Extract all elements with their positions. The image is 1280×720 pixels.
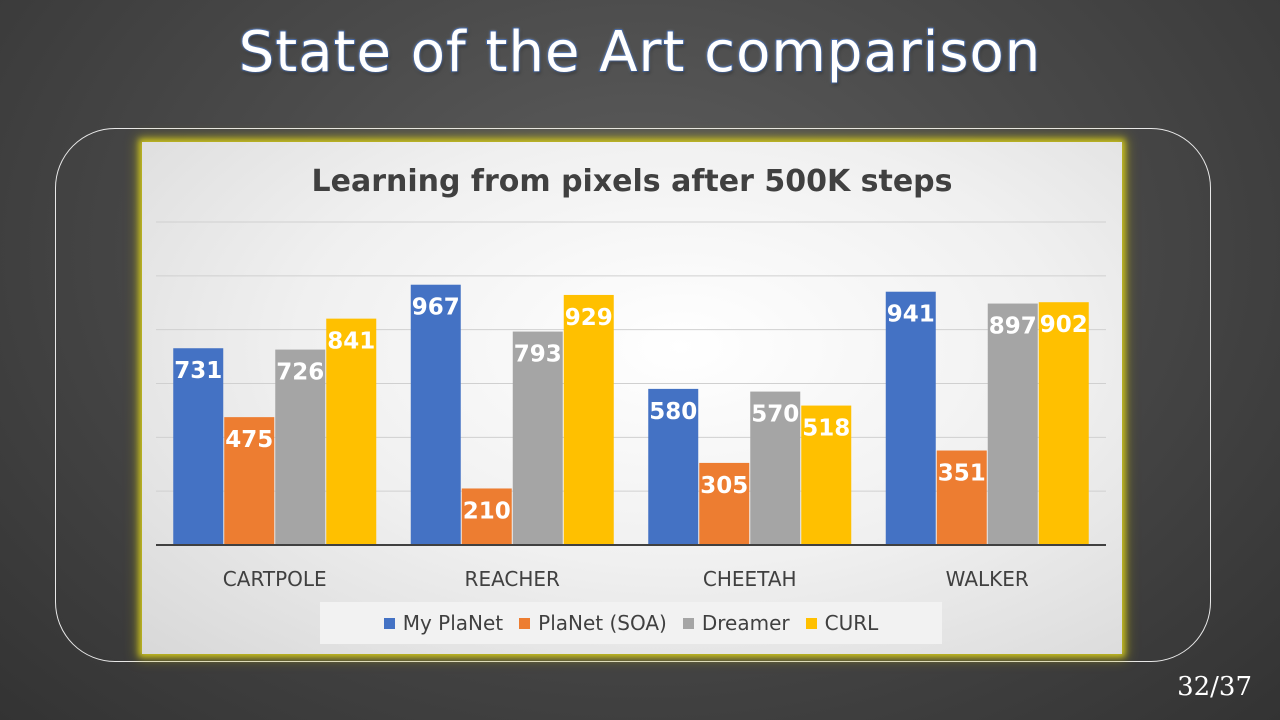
- bar: [936, 450, 987, 545]
- data-label: 351: [938, 461, 986, 487]
- legend-swatch: [519, 617, 531, 629]
- rounded-frame: [55, 128, 1211, 662]
- data-label: 929: [565, 305, 613, 331]
- data-label: 967: [412, 295, 460, 321]
- data-label: 475: [225, 427, 273, 453]
- legend-label: CURL: [824, 611, 879, 635]
- bar: [461, 488, 512, 545]
- x-tick-label: CHEETAH: [703, 567, 797, 591]
- legend-label: My PlaNet: [402, 611, 504, 635]
- data-label: 841: [327, 329, 375, 355]
- legend-swatch: [805, 617, 817, 629]
- x-tick-label: WALKER: [946, 567, 1029, 591]
- bar: [410, 284, 461, 545]
- page-number: 32/37: [1177, 672, 1252, 702]
- data-label: 518: [802, 416, 850, 442]
- data-label: 210: [463, 498, 511, 524]
- chart-title: Learning from pixels after 500K steps: [311, 164, 953, 199]
- data-label: 902: [1040, 312, 1088, 338]
- bar: [987, 303, 1038, 545]
- data-label: 897: [989, 314, 1037, 340]
- bar: [173, 348, 224, 545]
- x-tick-label: CARTPOLE: [223, 567, 327, 591]
- bar: [326, 318, 377, 545]
- data-label: 793: [514, 342, 562, 368]
- slide-title: State of the Art comparison: [238, 19, 1042, 86]
- bar: [512, 331, 563, 545]
- bar: [275, 349, 326, 545]
- legend-swatch: [682, 617, 694, 629]
- legend-label: Dreamer: [701, 611, 790, 635]
- data-label: 570: [751, 402, 799, 428]
- chart-container: Learning from pixels after 500K steps 73…: [142, 142, 1122, 654]
- bar: [801, 405, 852, 545]
- bar: [750, 391, 801, 545]
- bar: [699, 462, 750, 545]
- legend-item: My PlaNet: [383, 611, 504, 635]
- legend-item: Dreamer: [682, 611, 790, 635]
- bar: [563, 294, 614, 545]
- legend-swatch: [383, 617, 395, 629]
- data-label: 726: [276, 360, 324, 386]
- bar: [648, 388, 699, 545]
- data-label: 941: [887, 302, 935, 328]
- data-label: 580: [649, 399, 697, 425]
- legend-item: PlaNet (SOA): [519, 611, 667, 635]
- bar: [1038, 302, 1089, 545]
- legend-label: PlaNet (SOA): [538, 611, 667, 635]
- data-label: 305: [700, 473, 748, 499]
- legend-item: CURL: [805, 611, 879, 635]
- x-tick-label: REACHER: [465, 567, 561, 591]
- bar: [224, 417, 275, 545]
- data-label: 731: [174, 358, 222, 384]
- chart-legend: My PlaNet PlaNet (SOA) Dreamer CURL: [320, 602, 942, 644]
- bar: [885, 291, 936, 545]
